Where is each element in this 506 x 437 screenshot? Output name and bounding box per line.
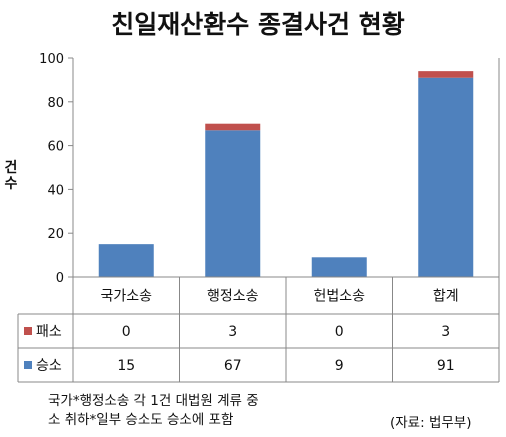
table-cell-value: 67 [224, 358, 242, 374]
y-axis-label-group: 건수 [5, 159, 18, 192]
category-label: 헌법소송 [313, 289, 365, 305]
legend-label: 패소 [36, 324, 62, 340]
axes: 0 20 40 60 80 100 [39, 52, 500, 286]
bars [98, 71, 474, 278]
table-cell-value: 9 [335, 358, 344, 374]
table-cell-value: 0 [122, 324, 131, 340]
y-tick-label: 60 [47, 140, 64, 155]
y-tick-label: 20 [47, 227, 64, 242]
y-tick-label: 40 [47, 183, 64, 198]
footnote-line-1: 국가*행정소송 각 1건 대법원 계류 중 [48, 393, 259, 409]
footnote: 국가*행정소송 각 1건 대법원 계류 중 소 취하*일부 승소도 승소에 포함 [48, 392, 259, 430]
table-cell-value: 15 [117, 358, 135, 374]
bar-승소-국가소송 [98, 244, 154, 277]
legend-swatch-승소 [24, 361, 32, 369]
bar-승소-합계 [418, 77, 474, 278]
category-label: 국가소송 [100, 289, 152, 305]
category-label: 행정소송 [207, 289, 259, 305]
bar-승소-헌법소송 [311, 257, 367, 277]
table-cell-value: 3 [441, 324, 450, 340]
source-note: (자료: 법무부) [390, 415, 472, 431]
bar-승소-행정소송 [205, 130, 261, 277]
chart-title: 친일재산환수 종결사건 현황 [111, 10, 404, 39]
footnote-line-2: 소 취하*일부 승소도 승소에 포함 [48, 412, 234, 428]
table-cell-value: 91 [437, 358, 455, 374]
table-cell-value: 0 [335, 324, 344, 340]
y-axis-label: 수 [5, 176, 18, 192]
legend-label: 승소 [36, 358, 62, 374]
category-label: 합계 [433, 289, 459, 305]
y-tick-label: 100 [39, 52, 64, 67]
y-tick-label: 80 [47, 96, 64, 111]
legend-swatch-패소 [24, 327, 32, 335]
y-axis-label: 건 [5, 159, 18, 176]
bar-패소-합계 [418, 71, 474, 78]
table-cell-value: 3 [228, 324, 237, 340]
bar-패소-행정소송 [205, 123, 261, 131]
y-tick-label: 0 [56, 271, 64, 286]
